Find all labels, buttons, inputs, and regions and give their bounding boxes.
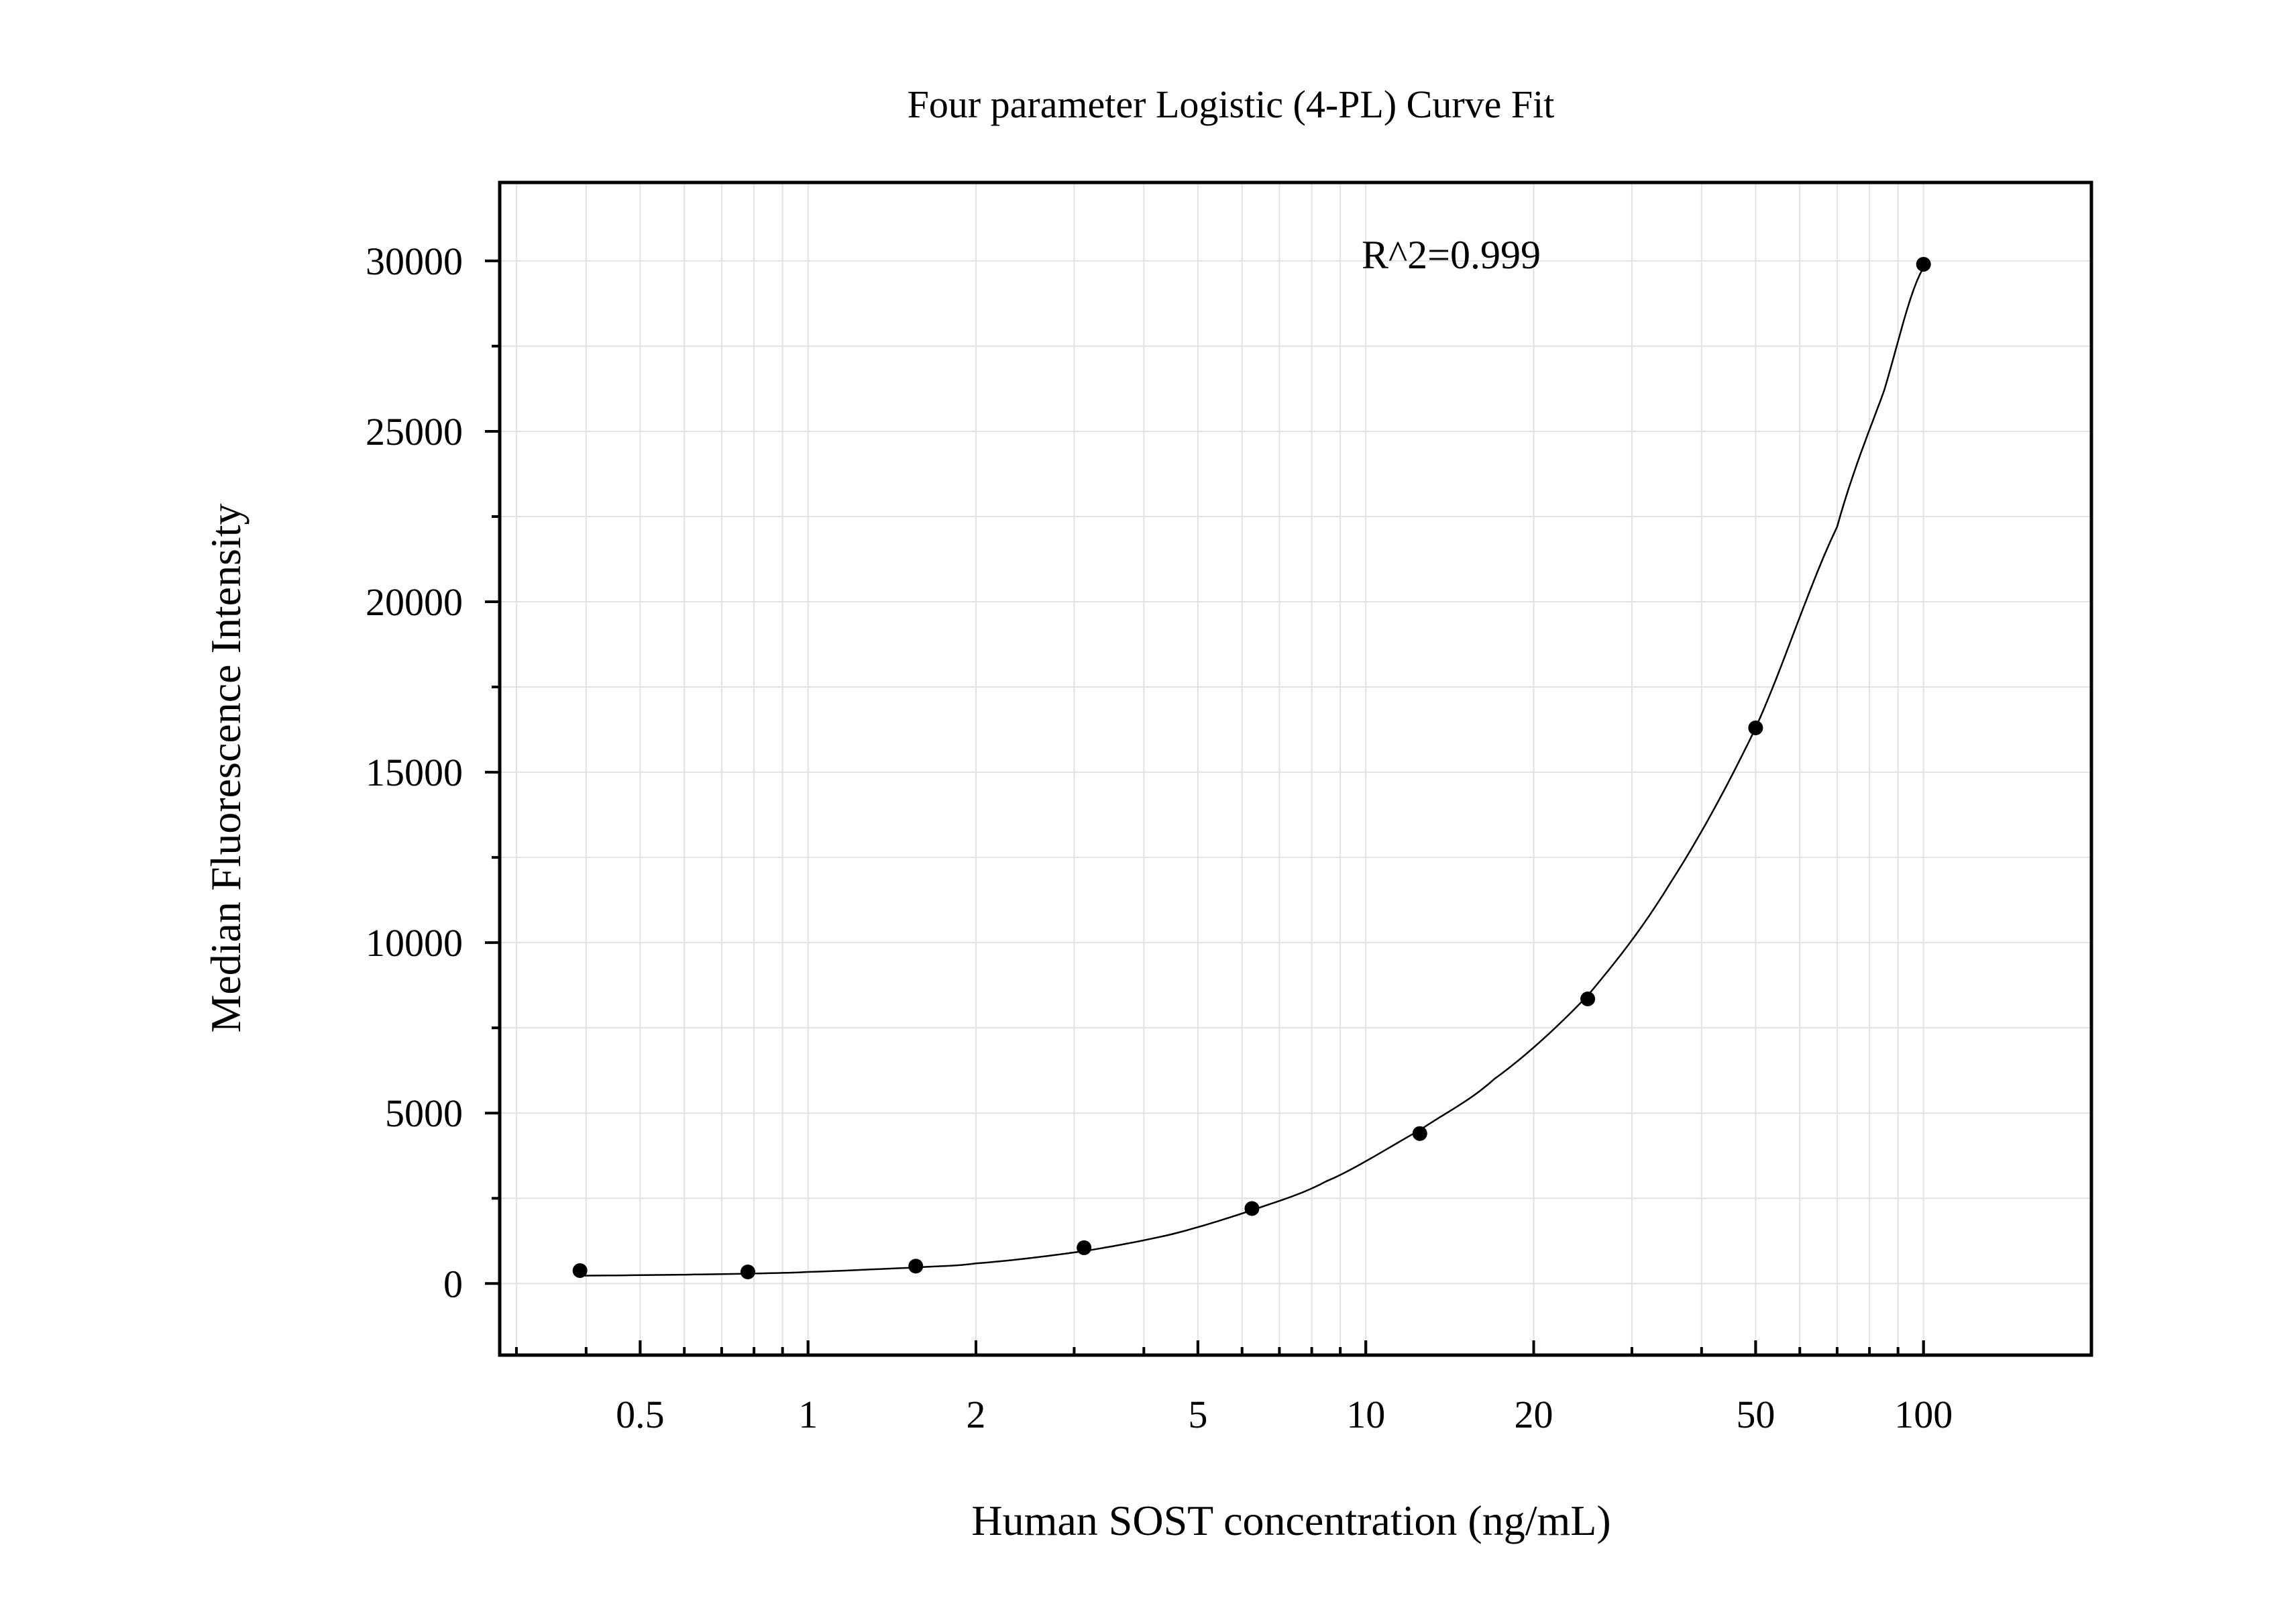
y-tick-label: 10000 xyxy=(366,921,463,965)
y-tick-label: 15000 xyxy=(366,751,463,794)
x-tick-label: 100 xyxy=(1894,1393,1953,1436)
data-point xyxy=(1580,991,1596,1006)
x-tick-label: 0.5 xyxy=(616,1393,665,1436)
data-point xyxy=(1748,720,1763,736)
y-tick-labels: 0 5000 10000 15000 20000 25000 30000 xyxy=(366,239,463,1305)
data-point xyxy=(1916,256,1931,272)
y-tick-label: 25000 xyxy=(366,410,463,453)
x-tick-label: 1 xyxy=(798,1393,818,1436)
data-point xyxy=(908,1259,924,1274)
y-tick-label: 30000 xyxy=(366,239,463,283)
y-axis-label: Median Fluorescence Intensity xyxy=(202,503,250,1032)
chart-title: Four parameter Logistic (4-PL) Curve Fit xyxy=(908,83,1555,126)
data-points xyxy=(572,256,1931,1280)
data-point xyxy=(1077,1240,1092,1255)
data-point xyxy=(740,1265,755,1280)
x-tick-label: 5 xyxy=(1188,1393,1207,1436)
y-tick-label: 20000 xyxy=(366,580,463,624)
fit-curve-path xyxy=(580,267,1924,1277)
axis-ticks xyxy=(485,259,2093,1355)
y-tick-label: 5000 xyxy=(385,1091,463,1135)
data-point xyxy=(572,1263,588,1278)
data-point xyxy=(1244,1201,1260,1216)
gridlines xyxy=(500,182,2092,1355)
fit-curve xyxy=(580,267,1924,1277)
x-tick-label: 20 xyxy=(1514,1393,1553,1436)
x-tick-label: 2 xyxy=(966,1393,985,1436)
r-squared-annotation: R^2=0.999 xyxy=(1362,233,1541,277)
x-tick-label: 10 xyxy=(1346,1393,1385,1436)
x-tick-label: 50 xyxy=(1736,1393,1775,1436)
plot-frame xyxy=(498,180,2093,1357)
y-tick-label: 0 xyxy=(443,1262,463,1305)
x-axis-label: Human SOST concentration (ng/mL) xyxy=(971,1497,1610,1544)
x-tick-labels: 0.5 1 2 5 10 20 50 100 xyxy=(616,1393,1953,1436)
data-point xyxy=(1412,1126,1427,1141)
